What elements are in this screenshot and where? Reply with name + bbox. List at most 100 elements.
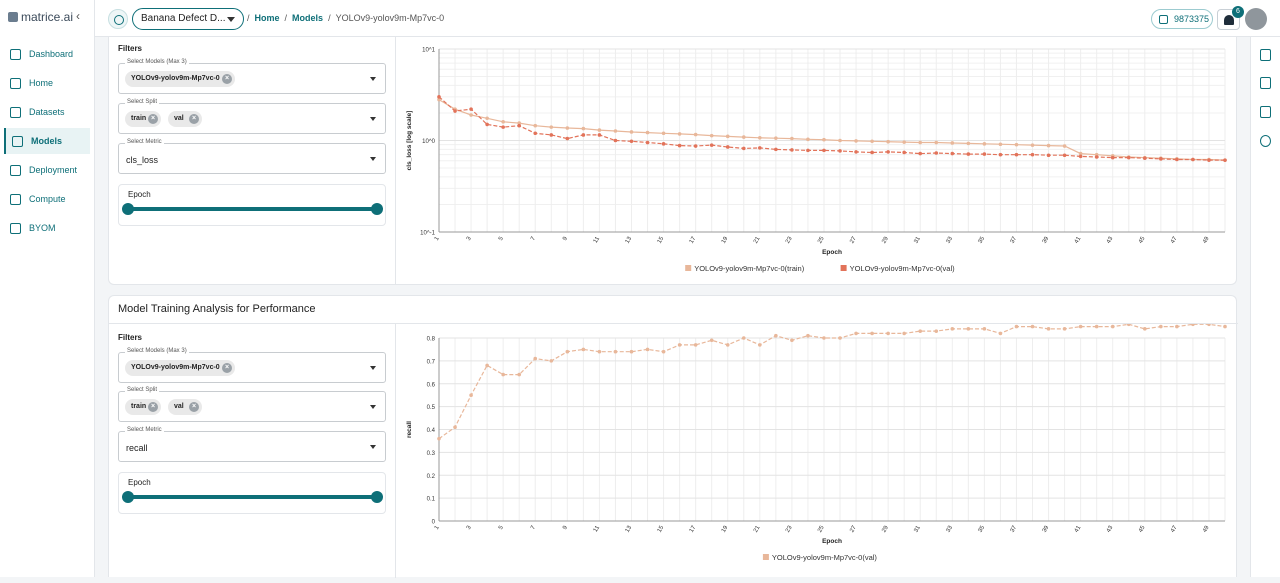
data-point bbox=[918, 140, 923, 145]
data-point bbox=[453, 109, 457, 113]
legend-swatch bbox=[840, 265, 847, 271]
chevron-down-icon[interactable] bbox=[370, 445, 376, 449]
data-point bbox=[806, 137, 810, 142]
split-chip-train: train × bbox=[125, 111, 161, 127]
chevron-down-icon[interactable] bbox=[370, 157, 376, 161]
epoch-slider-track[interactable] bbox=[128, 495, 378, 499]
avatar[interactable] bbox=[1245, 8, 1267, 30]
data-point bbox=[565, 349, 570, 354]
split-chip-label: train bbox=[131, 115, 147, 122]
x-tick-label: 11 bbox=[593, 235, 602, 244]
select-metric-field[interactable]: Select Metric cls_loss bbox=[118, 139, 386, 174]
epoch-slider-min-handle[interactable] bbox=[122, 491, 134, 503]
data-point bbox=[838, 336, 842, 340]
sidebar-item-datasets[interactable]: Datasets bbox=[4, 99, 90, 125]
data-point bbox=[854, 331, 858, 336]
sidebar-item-deployment[interactable]: Deployment bbox=[4, 157, 90, 183]
logo-text: matrice.ai bbox=[21, 10, 74, 24]
data-point bbox=[1142, 156, 1147, 161]
data-point bbox=[1014, 142, 1019, 147]
sidebar-item-home[interactable]: Home bbox=[4, 70, 90, 96]
code-icon[interactable] bbox=[1260, 106, 1271, 118]
data-point bbox=[741, 146, 746, 151]
x-tick-label: 35 bbox=[978, 235, 987, 244]
legend-label: YOLOv9-yolov9m-Mp7vc-0(val) bbox=[850, 264, 956, 273]
data-point bbox=[565, 126, 570, 130]
remove-chip-icon[interactable]: × bbox=[222, 74, 232, 84]
x-tick-label: 39 bbox=[1042, 235, 1051, 244]
remove-chip-icon[interactable]: × bbox=[148, 114, 158, 124]
sidebar-item-models[interactable]: Models bbox=[4, 128, 90, 154]
data-point bbox=[998, 331, 1003, 336]
data-point bbox=[822, 148, 826, 153]
epoch-slider-track[interactable] bbox=[128, 207, 378, 211]
sidebar-item-byom[interactable]: BYOM bbox=[4, 215, 90, 241]
clipboard-icon[interactable] bbox=[1260, 49, 1271, 61]
data-point bbox=[1062, 153, 1067, 158]
globe-icon[interactable] bbox=[108, 9, 128, 29]
data-point bbox=[966, 141, 971, 146]
data-point bbox=[533, 123, 538, 128]
remove-chip-icon[interactable]: × bbox=[148, 402, 158, 412]
rocket-icon bbox=[10, 164, 21, 176]
data-point bbox=[629, 349, 634, 354]
data-point bbox=[725, 343, 730, 347]
select-metric-field[interactable]: Select Metric recall bbox=[118, 427, 386, 462]
right-toolbar bbox=[1250, 37, 1280, 577]
x-tick-label: 13 bbox=[625, 524, 634, 533]
data-point bbox=[1046, 327, 1051, 331]
remove-chip-icon[interactable]: × bbox=[189, 114, 199, 124]
data-point bbox=[1159, 324, 1163, 329]
chevron-down-icon[interactable] bbox=[370, 77, 376, 81]
select-models-field[interactable]: Select Models (Max 3) YOLOv9-yolov9m-Mp7… bbox=[118, 348, 386, 383]
data-point bbox=[1094, 324, 1099, 329]
sidebar-item-dashboard[interactable]: Dashboard bbox=[4, 41, 90, 67]
help-icon[interactable] bbox=[1260, 135, 1271, 147]
sidebar-item-compute[interactable]: Compute bbox=[4, 186, 90, 212]
collapse-sidebar-icon[interactable]: ‹ bbox=[76, 9, 80, 23]
select-split-field[interactable]: Select Split train × val × bbox=[118, 99, 386, 134]
remove-chip-icon[interactable]: × bbox=[189, 402, 199, 412]
data-point bbox=[501, 125, 505, 129]
x-tick-label: 37 bbox=[1010, 235, 1019, 244]
data-point bbox=[1191, 322, 1195, 327]
data-point bbox=[1062, 327, 1067, 331]
x-tick-label: 31 bbox=[913, 235, 922, 244]
logo-mark-icon bbox=[8, 12, 18, 22]
select-models-field[interactable]: Select Models (Max 3) YOLOv9-yolov9m-Mp7… bbox=[118, 59, 386, 94]
data-point bbox=[774, 333, 778, 338]
y-tick-label: 0.5 bbox=[427, 405, 436, 411]
data-point bbox=[758, 146, 762, 150]
performance-analysis-card: Model Training Analysis for Performance … bbox=[108, 295, 1238, 578]
app-logo[interactable]: matrice.ai ‹ bbox=[8, 9, 80, 24]
x-tick-label: 17 bbox=[689, 235, 698, 244]
loss-analysis-card: Filters Select Models (Max 3) YOLOv9-yol… bbox=[108, 37, 1237, 285]
book-icon[interactable] bbox=[1260, 77, 1271, 89]
project-selector[interactable]: Banana Defect D... bbox=[132, 8, 244, 30]
x-tick-label: 3 bbox=[466, 524, 473, 530]
epoch-slider-min-handle[interactable] bbox=[122, 203, 134, 215]
remove-chip-icon[interactable]: × bbox=[222, 363, 232, 373]
breadcrumb-models[interactable]: Models bbox=[292, 13, 324, 23]
breadcrumb-home[interactable]: Home bbox=[254, 13, 280, 23]
select-split-field[interactable]: Select Split train × val × bbox=[118, 387, 386, 422]
credits-badge[interactable]: 9873375 bbox=[1151, 9, 1213, 29]
notifications-button[interactable]: 6 bbox=[1217, 6, 1244, 30]
chevron-down-icon[interactable] bbox=[370, 405, 376, 409]
data-point bbox=[1126, 322, 1131, 327]
data-point bbox=[613, 349, 618, 354]
x-tick-label: 23 bbox=[785, 235, 794, 244]
chevron-down-icon[interactable] bbox=[370, 117, 376, 121]
x-tick-label: 43 bbox=[1106, 524, 1115, 533]
x-tick-label: 41 bbox=[1074, 235, 1083, 244]
data-point bbox=[549, 133, 554, 137]
y-tick-label: 0.3 bbox=[427, 451, 436, 457]
data-point bbox=[1062, 144, 1067, 148]
epoch-slider-max-handle[interactable] bbox=[371, 203, 383, 215]
chevron-down-icon[interactable] bbox=[370, 366, 376, 370]
data-point bbox=[661, 349, 666, 354]
data-point bbox=[966, 327, 971, 331]
epoch-slider-max-handle[interactable] bbox=[371, 491, 383, 503]
x-tick-label: 15 bbox=[657, 235, 666, 244]
data-point bbox=[854, 150, 858, 154]
